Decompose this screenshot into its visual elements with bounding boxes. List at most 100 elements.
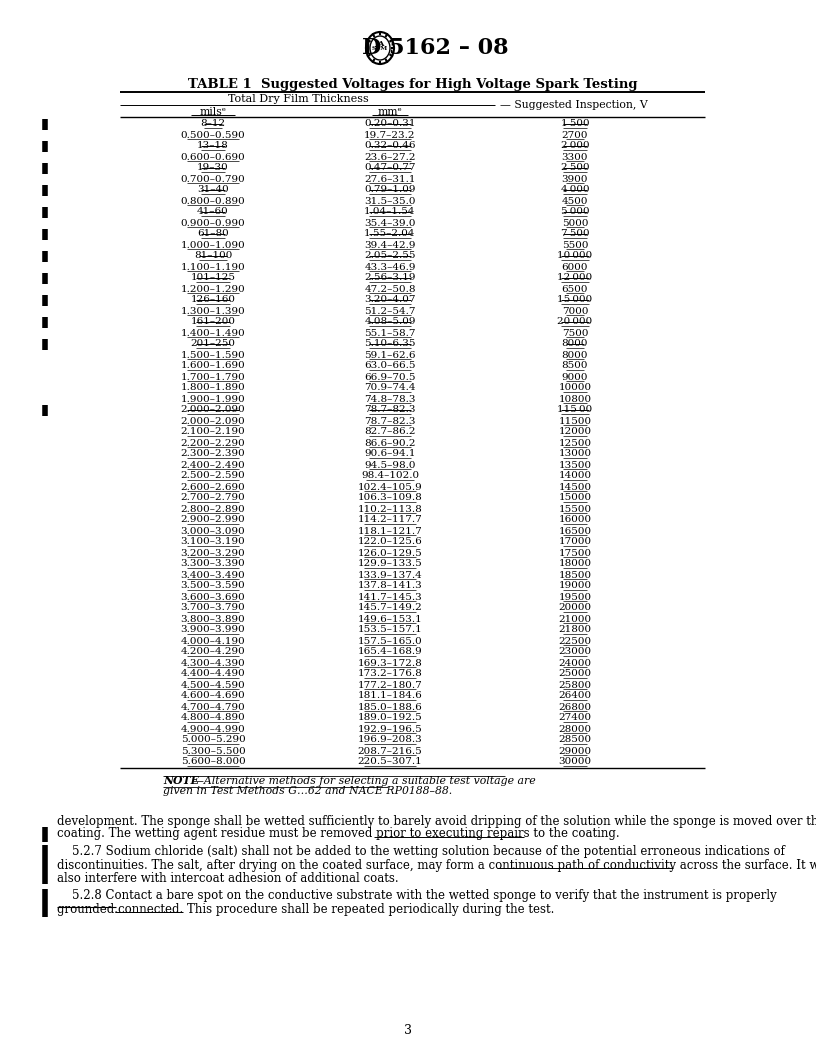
Text: 1.200–1.290: 1.200–1.290 xyxy=(180,284,246,294)
Text: 9000: 9000 xyxy=(561,373,588,381)
Text: 5 000: 5 000 xyxy=(561,207,589,216)
Text: 14000: 14000 xyxy=(558,471,592,480)
Text: 2.200–2.290: 2.200–2.290 xyxy=(180,438,246,448)
Text: 5000: 5000 xyxy=(561,219,588,227)
Text: 35.4–39.0: 35.4–39.0 xyxy=(364,219,415,227)
Text: 24000: 24000 xyxy=(558,659,592,667)
Text: 208.7–216.5: 208.7–216.5 xyxy=(357,747,423,755)
Text: 10 000: 10 000 xyxy=(557,251,592,261)
Text: 101–125: 101–125 xyxy=(190,274,236,283)
Text: 51.2–54.7: 51.2–54.7 xyxy=(364,306,415,316)
Text: 185.0–188.6: 185.0–188.6 xyxy=(357,702,423,712)
Text: 115 00: 115 00 xyxy=(557,406,592,415)
Text: 177.2–180.7: 177.2–180.7 xyxy=(357,680,423,690)
Text: 26400: 26400 xyxy=(558,692,592,700)
Text: 47.2–50.8: 47.2–50.8 xyxy=(364,284,415,294)
Text: 4.800–4.890: 4.800–4.890 xyxy=(180,714,246,722)
Text: 94.5–98.0: 94.5–98.0 xyxy=(364,460,415,470)
Text: 66.9–70.5: 66.9–70.5 xyxy=(364,373,415,381)
Text: 74.8–78.3: 74.8–78.3 xyxy=(364,395,415,403)
Text: 59.1–62.6: 59.1–62.6 xyxy=(364,351,415,359)
Text: 11500: 11500 xyxy=(558,416,592,426)
Text: 10800: 10800 xyxy=(558,395,592,403)
Text: 28500: 28500 xyxy=(558,735,592,744)
Text: 41–60: 41–60 xyxy=(197,207,228,216)
Text: 7500: 7500 xyxy=(561,328,588,338)
Text: 12000: 12000 xyxy=(558,428,592,436)
Text: 0.800–0.890: 0.800–0.890 xyxy=(180,196,246,206)
Text: 2.800–2.890: 2.800–2.890 xyxy=(180,505,246,513)
Text: 55.1–58.7: 55.1–58.7 xyxy=(364,328,415,338)
Text: also interfere with intercoat adhesion of additional coats.: also interfere with intercoat adhesion o… xyxy=(57,871,399,885)
Text: 192.9–196.5: 192.9–196.5 xyxy=(357,724,423,734)
Text: 17500: 17500 xyxy=(558,548,592,558)
Text: 145.7–149.2: 145.7–149.2 xyxy=(357,603,423,612)
Text: 43.3–46.9: 43.3–46.9 xyxy=(364,263,415,271)
Text: 2.900–2.990: 2.900–2.990 xyxy=(180,515,246,525)
Text: 7000: 7000 xyxy=(561,306,588,316)
Text: 122.0–125.6: 122.0–125.6 xyxy=(357,538,423,547)
Text: 30000: 30000 xyxy=(558,757,592,767)
Text: 4.300–4.390: 4.300–4.390 xyxy=(180,659,246,667)
Text: 5.600–8.000: 5.600–8.000 xyxy=(180,757,246,767)
Text: mmᵉ: mmᵉ xyxy=(378,107,402,117)
Text: 4.700–4.790: 4.700–4.790 xyxy=(180,702,246,712)
Text: 3900: 3900 xyxy=(561,174,588,184)
Text: 4.000–4.190: 4.000–4.190 xyxy=(180,637,246,645)
Text: 2 000: 2 000 xyxy=(561,142,589,151)
Text: 1.900–1.990: 1.900–1.990 xyxy=(180,395,246,403)
Text: 3.600–3.690: 3.600–3.690 xyxy=(180,592,246,602)
Text: 13500: 13500 xyxy=(558,460,592,470)
Text: 15 000: 15 000 xyxy=(557,296,592,304)
Text: 29000: 29000 xyxy=(558,747,592,755)
Text: 2.05–2.55: 2.05–2.55 xyxy=(364,251,415,261)
Text: — Suggested Inspection, V: — Suggested Inspection, V xyxy=(500,100,648,110)
Text: 118.1–121.7: 118.1–121.7 xyxy=(357,527,423,535)
Text: 4 000: 4 000 xyxy=(561,186,589,194)
Text: 4500: 4500 xyxy=(561,196,588,206)
Text: 2700: 2700 xyxy=(561,131,588,139)
Text: 8–12: 8–12 xyxy=(201,119,225,129)
Text: 16500: 16500 xyxy=(558,527,592,535)
Text: 1 500: 1 500 xyxy=(561,119,589,129)
Text: 20000: 20000 xyxy=(558,603,592,612)
Text: 4.08–5.09: 4.08–5.09 xyxy=(364,318,415,326)
Text: 173.2–176.8: 173.2–176.8 xyxy=(357,670,423,679)
Text: 0.47–0.77: 0.47–0.77 xyxy=(364,164,415,172)
Text: 5.000–5.290: 5.000–5.290 xyxy=(180,735,246,744)
Text: 15500: 15500 xyxy=(558,505,592,513)
Text: 1.500–1.590: 1.500–1.590 xyxy=(180,351,246,359)
Text: 0.600–0.690: 0.600–0.690 xyxy=(180,152,246,162)
Text: 8000: 8000 xyxy=(561,351,588,359)
Text: 0.700–0.790: 0.700–0.790 xyxy=(180,174,246,184)
Text: 13000: 13000 xyxy=(558,450,592,458)
Text: 0.79–1.09: 0.79–1.09 xyxy=(364,186,415,194)
Text: 4.400–4.490: 4.400–4.490 xyxy=(180,670,246,679)
Text: 39.4–42.9: 39.4–42.9 xyxy=(364,241,415,249)
Text: 14500: 14500 xyxy=(558,483,592,491)
Text: 1.300–1.390: 1.300–1.390 xyxy=(180,306,246,316)
Text: 78.7–82.3: 78.7–82.3 xyxy=(364,416,415,426)
Text: 70.9–74.4: 70.9–74.4 xyxy=(364,383,415,393)
Text: 15000: 15000 xyxy=(558,493,592,503)
Text: 3: 3 xyxy=(404,1024,412,1037)
Text: 63.0–66.5: 63.0–66.5 xyxy=(364,361,415,371)
Text: 3.700–3.790: 3.700–3.790 xyxy=(180,603,246,612)
Text: 3300: 3300 xyxy=(561,152,588,162)
Text: 126.0–129.5: 126.0–129.5 xyxy=(357,548,423,558)
Text: 2.000–2.090: 2.000–2.090 xyxy=(180,406,246,415)
Text: 5500: 5500 xyxy=(561,241,588,249)
Text: 110.2–113.8: 110.2–113.8 xyxy=(357,505,423,513)
Text: 8500: 8500 xyxy=(561,361,588,371)
Text: A: A xyxy=(377,40,384,48)
Text: 126–160: 126–160 xyxy=(190,296,236,304)
Text: 106.3–109.8: 106.3–109.8 xyxy=(357,493,423,503)
Text: 21800: 21800 xyxy=(558,625,592,635)
Text: 1.600–1.690: 1.600–1.690 xyxy=(180,361,246,371)
Text: 196.9–208.3: 196.9–208.3 xyxy=(357,735,423,744)
Text: 18000: 18000 xyxy=(558,560,592,568)
Text: 3.900–3.990: 3.900–3.990 xyxy=(180,625,246,635)
Text: 23000: 23000 xyxy=(558,647,592,657)
Text: 0.32–0.46: 0.32–0.46 xyxy=(364,142,415,151)
Text: 10000: 10000 xyxy=(558,383,592,393)
